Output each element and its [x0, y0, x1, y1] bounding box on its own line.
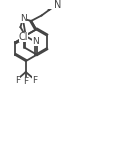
- Text: F: F: [15, 76, 20, 85]
- Text: N: N: [32, 37, 39, 46]
- Text: F: F: [32, 76, 37, 85]
- Text: N: N: [54, 0, 62, 10]
- Text: Cl: Cl: [19, 32, 28, 42]
- Text: F: F: [23, 77, 28, 86]
- Text: N: N: [20, 14, 27, 23]
